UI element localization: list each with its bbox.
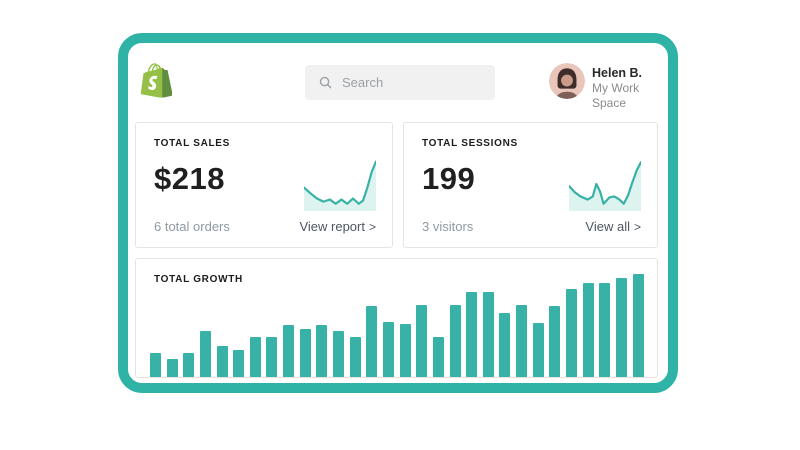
growth-bar — [466, 292, 478, 377]
shopify-bag-icon — [140, 63, 173, 98]
growth-bar — [432, 337, 444, 377]
growth-bar — [582, 283, 594, 377]
total-sessions-card: TOTAL SESSIONS 199 3 visitors View all > — [403, 122, 658, 248]
growth-bar — [216, 346, 228, 377]
growth-bar — [499, 313, 511, 377]
growth-bar — [615, 278, 627, 377]
user-workspace: My Work Space — [592, 81, 640, 110]
growth-bar — [516, 305, 528, 377]
growth-bar — [566, 289, 578, 377]
view-all-link[interactable]: View all > — [585, 219, 641, 234]
shopify-logo[interactable] — [140, 63, 173, 101]
growth-bar — [449, 305, 461, 377]
growth-bar — [166, 359, 178, 377]
user-name: Helen B. — [592, 66, 643, 80]
total-sales-card: TOTAL SALES $218 6 total orders View rep… — [135, 122, 393, 248]
growth-bar — [233, 350, 245, 377]
growth-bar — [532, 323, 544, 377]
total-sales-value: $218 — [154, 161, 225, 196]
growth-bar — [349, 337, 361, 377]
growth-bar — [482, 292, 494, 377]
growth-bar — [632, 274, 644, 377]
total-sessions-title: TOTAL SESSIONS — [422, 138, 518, 149]
total-sessions-value: 199 — [422, 161, 476, 196]
growth-bar — [599, 283, 611, 377]
growth-bar — [399, 324, 411, 377]
growth-bar — [382, 322, 394, 377]
app-frame: Search Helen B. My Work Space — [118, 33, 678, 393]
growth-bar-chart — [150, 273, 644, 377]
user-menu[interactable]: Helen B. My Work Space — [592, 66, 668, 111]
chevron-right-icon: > — [368, 220, 376, 234]
growth-bar — [199, 331, 211, 377]
growth-bar — [249, 337, 261, 377]
growth-bar — [416, 305, 428, 377]
growth-bar — [333, 331, 345, 377]
growth-bar — [183, 353, 195, 377]
total-sales-sparkline — [304, 159, 376, 211]
view-report-link[interactable]: View report > — [299, 219, 376, 234]
view-report-label: View report — [299, 219, 365, 234]
avatar-photo — [549, 63, 585, 99]
growth-bar — [549, 306, 561, 377]
growth-bar — [150, 353, 161, 377]
search-input[interactable]: Search — [305, 65, 495, 100]
growth-bar — [266, 337, 278, 377]
chevron-right-icon: > — [633, 220, 641, 234]
total-growth-card: TOTAL GROWTH — [135, 258, 658, 378]
total-sessions-sparkline — [569, 159, 641, 211]
total-sessions-subtitle: 3 visitors — [422, 219, 474, 234]
total-growth-title: TOTAL GROWTH — [154, 274, 243, 285]
growth-bar — [366, 306, 378, 377]
avatar[interactable] — [549, 63, 585, 99]
growth-bar — [299, 329, 311, 377]
total-sales-title: TOTAL SALES — [154, 138, 231, 149]
total-sales-subtitle: 6 total orders — [154, 219, 230, 234]
app-content: Search Helen B. My Work Space — [128, 43, 668, 382]
search-placeholder: Search — [342, 75, 384, 90]
growth-bar — [316, 325, 328, 377]
search-icon — [319, 76, 332, 89]
view-all-label: View all — [585, 219, 630, 234]
growth-bar — [283, 325, 295, 377]
